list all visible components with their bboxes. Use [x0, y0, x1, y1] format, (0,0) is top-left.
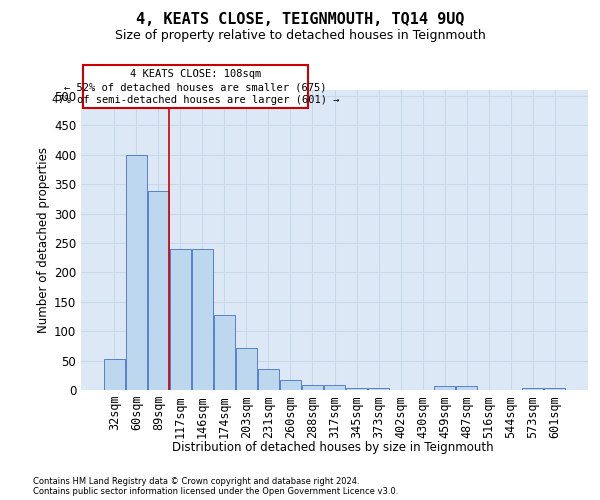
- Bar: [126, 154, 147, 390]
- Text: Contains HM Land Registry data © Crown copyright and database right 2024.: Contains HM Land Registry data © Crown c…: [33, 476, 359, 486]
- Bar: [544, 388, 565, 390]
- Y-axis label: Number of detached properties: Number of detached properties: [37, 147, 50, 333]
- Text: Distribution of detached houses by size in Teignmouth: Distribution of detached houses by size …: [172, 441, 494, 454]
- Bar: [324, 386, 345, 390]
- Bar: [302, 386, 323, 390]
- Bar: [346, 388, 367, 390]
- Bar: [258, 370, 279, 390]
- Bar: [280, 380, 301, 390]
- Text: Size of property relative to detached houses in Teignmouth: Size of property relative to detached ho…: [115, 29, 485, 42]
- Bar: [104, 360, 125, 390]
- Bar: [170, 249, 191, 390]
- Text: 4 KEATS CLOSE: 108sqm: 4 KEATS CLOSE: 108sqm: [130, 70, 261, 80]
- Bar: [434, 386, 455, 390]
- Text: 47% of semi-detached houses are larger (601) →: 47% of semi-detached houses are larger (…: [52, 95, 339, 105]
- Bar: [148, 191, 169, 390]
- Bar: [236, 348, 257, 390]
- Bar: [192, 249, 213, 390]
- Text: ← 52% of detached houses are smaller (675): ← 52% of detached houses are smaller (67…: [64, 82, 326, 92]
- Bar: [368, 388, 389, 390]
- Bar: [214, 314, 235, 390]
- Text: 4, KEATS CLOSE, TEIGNMOUTH, TQ14 9UQ: 4, KEATS CLOSE, TEIGNMOUTH, TQ14 9UQ: [136, 12, 464, 28]
- Bar: [456, 386, 477, 390]
- Text: Contains public sector information licensed under the Open Government Licence v3: Contains public sector information licen…: [33, 486, 398, 496]
- Bar: [522, 388, 543, 390]
